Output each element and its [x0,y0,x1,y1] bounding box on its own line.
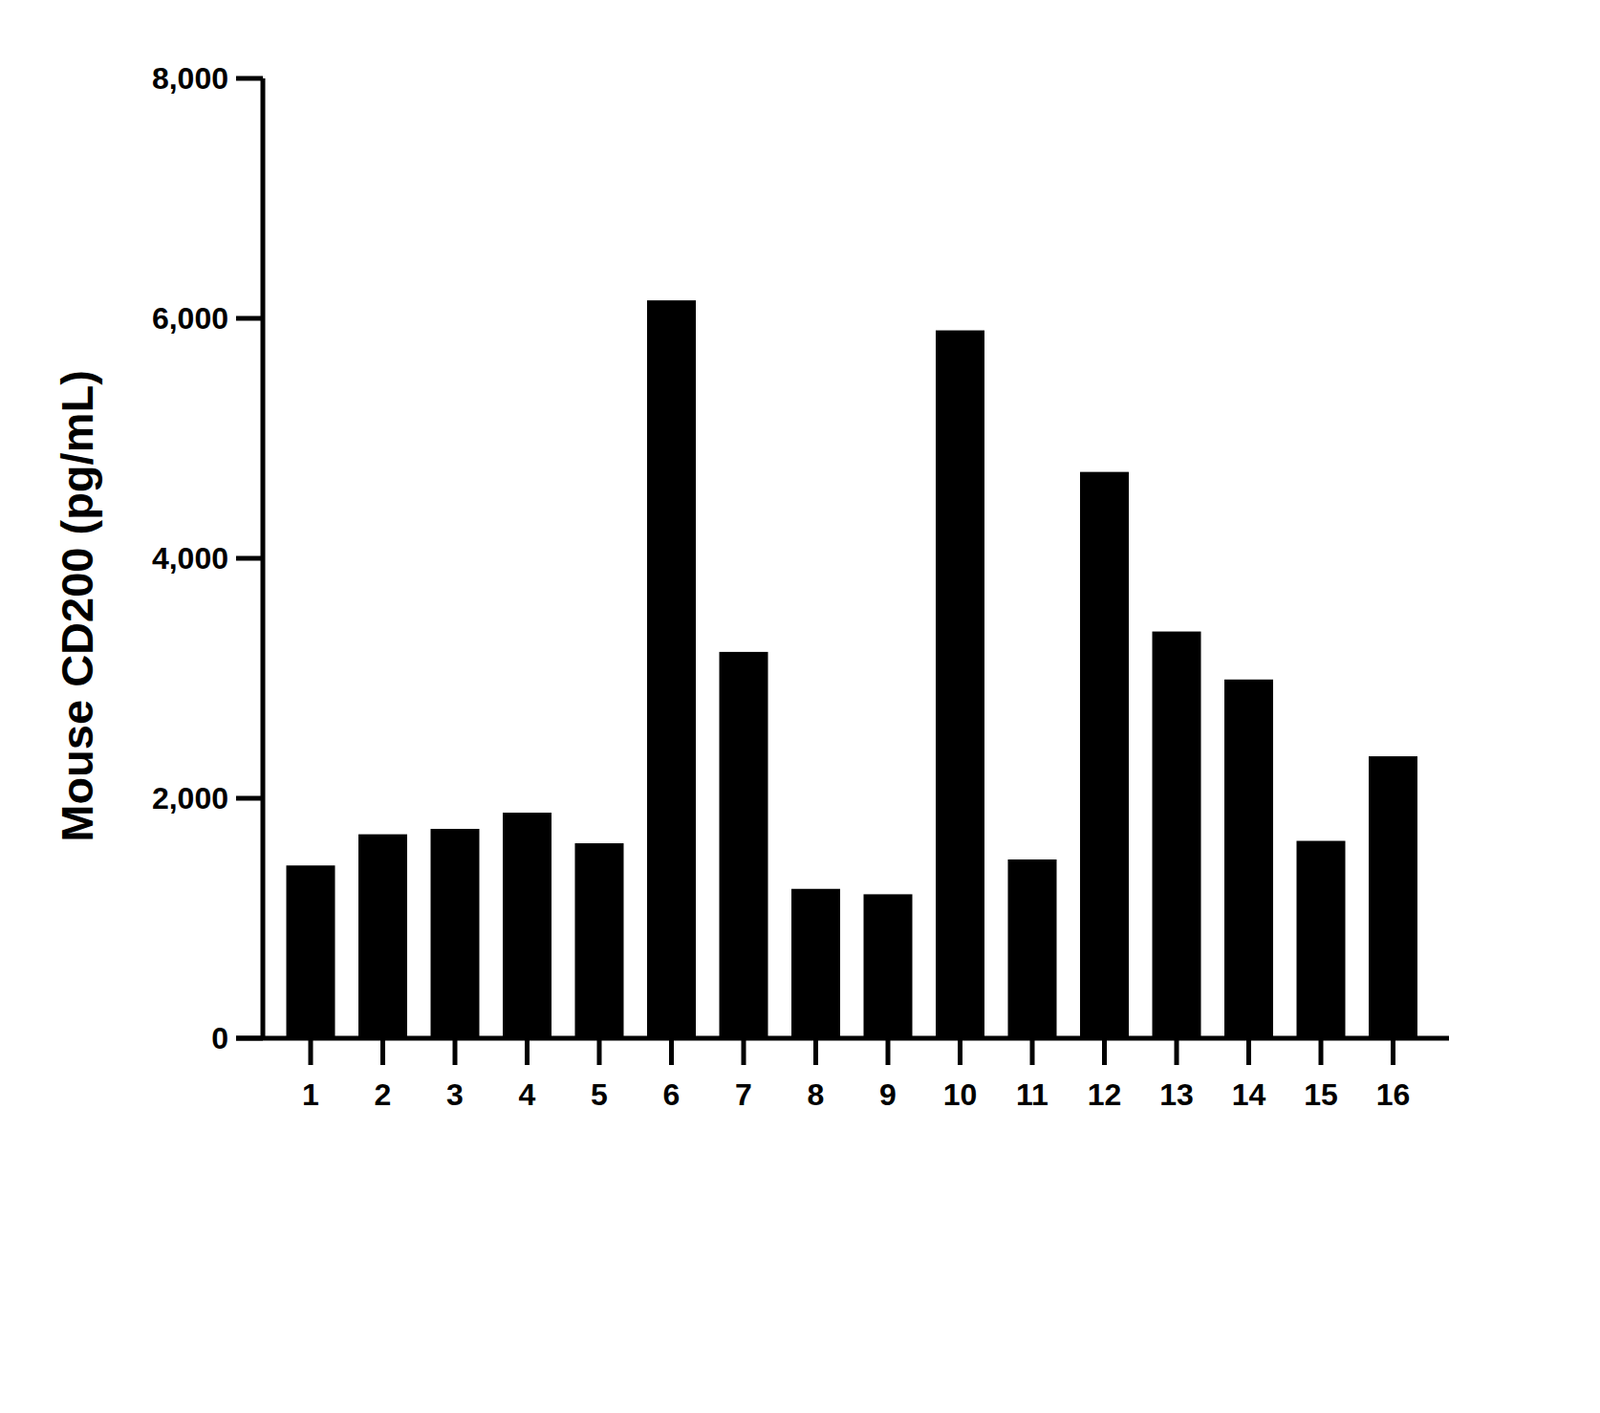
x-tick-label: 11 [1016,1077,1049,1112]
x-tick-label: 7 [735,1077,753,1112]
chart-container: 02,0004,0006,0008,0001234567891011121314… [0,0,1600,1413]
x-tick [453,1037,458,1065]
bar [286,864,336,1038]
bar [1224,679,1274,1038]
x-tick-label: 15 [1303,1077,1339,1112]
x-tick [308,1037,314,1065]
bar [647,300,696,1038]
x-tick-label: 9 [879,1077,897,1112]
bar [502,812,552,1038]
x-tick [597,1037,603,1065]
x-tick-label: 12 [1087,1077,1123,1112]
x-tick-label: 16 [1376,1077,1411,1112]
y-tick [236,76,263,82]
y-tick-label: 4,000 [151,540,229,576]
x-tick-label: 10 [943,1077,978,1112]
x-tick [1030,1037,1036,1065]
x-tick-label: 14 [1232,1077,1267,1112]
x-tick-label: 2 [374,1077,392,1112]
x-tick [1390,1037,1396,1065]
y-tick-label: 0 [211,1020,229,1056]
bars [286,300,1419,1038]
y-tick [236,316,263,322]
x-tick [1102,1037,1107,1065]
chart-svg: 02,0004,0006,0008,0001234567891011121314… [0,0,1600,1413]
x-tick [886,1037,891,1065]
bar [719,651,769,1038]
bar [1297,841,1346,1038]
bar [431,828,480,1038]
bar [935,330,985,1038]
x-tick-label: 6 [663,1077,681,1112]
x-tick [813,1037,819,1065]
y-tick-label: 2,000 [151,780,229,816]
x-axis [236,1036,1449,1041]
y-tick [236,556,263,562]
y-tick [236,1036,263,1041]
x-tick-label: 1 [302,1077,320,1112]
x-tick-label: 4 [518,1077,537,1112]
bar [791,888,841,1038]
x-tick-label: 13 [1159,1077,1194,1112]
x-tick [1174,1037,1180,1065]
x-tick [741,1037,747,1065]
bar [1368,756,1418,1038]
y-tick-label: 6,000 [151,301,229,336]
y-tick [236,796,263,801]
y-tick-label: 8,000 [151,61,229,96]
bar [1080,472,1129,1038]
x-tick [669,1037,674,1065]
bar [575,843,625,1038]
x-tick-label: 5 [590,1077,608,1112]
bar [358,834,408,1038]
x-tick [380,1037,386,1065]
x-tick [1318,1037,1324,1065]
bar [1008,859,1058,1038]
x-tick [1246,1037,1252,1065]
y-axis-label: Mouse CD200 (pg/mL) [51,369,103,843]
x-tick [957,1037,963,1065]
bar [1152,631,1202,1038]
x-tick-label: 8 [807,1077,825,1112]
x-tick-label: 3 [446,1077,464,1112]
bar [864,893,913,1038]
x-tick [524,1037,530,1065]
